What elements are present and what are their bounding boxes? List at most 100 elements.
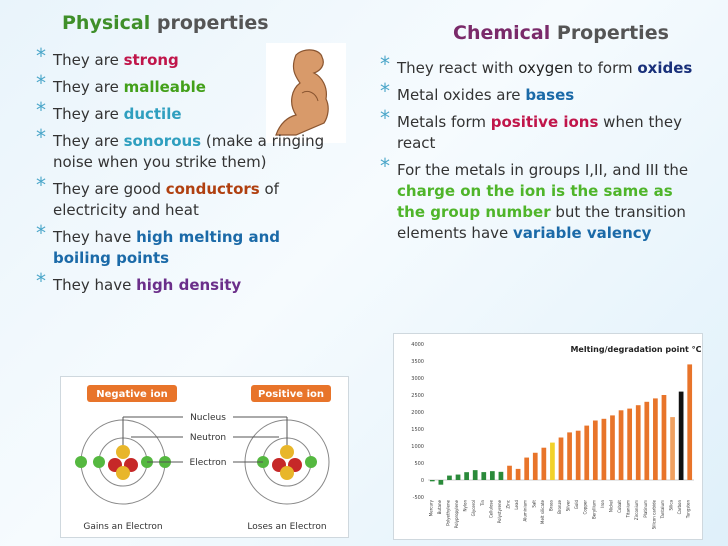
chart-bar bbox=[481, 472, 487, 480]
chart-bar bbox=[627, 408, 633, 480]
x-tick-label: Salt bbox=[531, 500, 536, 508]
keyword-bases: bases bbox=[525, 86, 575, 104]
title-word-chem-properties: Properties bbox=[556, 22, 669, 44]
x-tick-label: Glycerol bbox=[471, 500, 476, 516]
chart-bar bbox=[644, 401, 650, 480]
list-item: * They react with oxygen to form oxides bbox=[380, 54, 700, 79]
chart-bar bbox=[687, 364, 693, 480]
x-tick-label: Tungsten bbox=[686, 500, 691, 520]
physical-properties-list: * They are strong * They are malleable * Th… bbox=[36, 46, 326, 302]
bullet-star-icon: * bbox=[36, 269, 46, 293]
x-tick-label: Tin bbox=[480, 500, 485, 507]
bullet-text: to form bbox=[573, 59, 638, 77]
ion-diagram: Negative ion Positive ion Nucleus Neutro… bbox=[60, 376, 349, 538]
x-tick-label: Carbon bbox=[677, 500, 682, 515]
x-tick-label: Platinum bbox=[643, 500, 648, 518]
x-tick-label: Titanium bbox=[626, 500, 631, 519]
y-tick-label: 2000 bbox=[411, 410, 424, 416]
keyword-sonorous: sonorous bbox=[123, 132, 202, 150]
chart-bar bbox=[567, 432, 572, 480]
x-tick-label: Tantalum bbox=[660, 500, 665, 519]
positive-ion-label: Positive ion bbox=[258, 389, 324, 400]
keyword-positive-ions: positive ions bbox=[490, 113, 599, 131]
bullet-text: They are good bbox=[53, 180, 166, 198]
bullet-star-icon: * bbox=[380, 106, 390, 130]
keyword-conductors: conductors bbox=[165, 180, 260, 198]
gains-electron-label: Gains an Electron bbox=[83, 522, 162, 532]
chart-bar bbox=[584, 425, 590, 480]
keyword-high-density: high density bbox=[136, 276, 242, 294]
bullet-star-icon: * bbox=[380, 79, 390, 103]
melting-point-chart: Melting/degradation point °C -500 0 500 100… bbox=[393, 333, 703, 540]
bullet-star-icon: * bbox=[36, 173, 46, 197]
chart-bar bbox=[618, 410, 624, 480]
list-item: * They are strong bbox=[36, 46, 326, 71]
list-item: * Metals form positive ions when they rea… bbox=[380, 108, 700, 154]
chart-bar bbox=[541, 447, 547, 480]
list-item: * They are malleable bbox=[36, 73, 326, 98]
keyword-charge-group: charge on the ion is the same as the gro… bbox=[397, 182, 673, 221]
bullet-star-icon: * bbox=[36, 125, 46, 149]
x-tick-label: Cellulose bbox=[488, 499, 493, 518]
x-tick-label: Bronze bbox=[557, 499, 562, 513]
chart-bar bbox=[532, 452, 538, 480]
chart-title: Melting/degradation point °C bbox=[570, 345, 701, 354]
bullet-text: They have bbox=[53, 228, 137, 246]
flexed-arm-image bbox=[266, 43, 346, 143]
neutron-label: Neutron bbox=[190, 433, 226, 443]
chart-bar bbox=[429, 480, 435, 482]
bullet-star-icon: * bbox=[380, 52, 390, 76]
chart-bar bbox=[524, 457, 530, 480]
bullet-text: For the metals in groups I,II, and III t… bbox=[397, 161, 689, 179]
chart-bar bbox=[558, 437, 564, 480]
x-tick-label: Silver bbox=[566, 500, 571, 512]
bullet-text: but the transition elements have bbox=[397, 203, 686, 242]
keyword-melting-points: high melting and boiling points bbox=[53, 228, 281, 267]
chart-bar bbox=[670, 417, 675, 480]
loses-electron-label: Loses an Electron bbox=[247, 522, 326, 532]
chart-bar bbox=[661, 395, 667, 480]
chemical-properties-title: Chemical Properties bbox=[453, 22, 669, 44]
title-word-chemical: Chemical bbox=[453, 22, 551, 44]
list-item: * They are sonorous (make a ringing noise… bbox=[36, 127, 326, 173]
y-tick-label: 1000 bbox=[411, 444, 424, 450]
bullet-text: when they react bbox=[397, 113, 682, 152]
bullet-text: They are bbox=[53, 105, 124, 123]
chemical-properties-list: * They react with oxygen to form oxides *… bbox=[380, 54, 700, 250]
list-item: * For the metals in groups I,II, and III … bbox=[380, 156, 700, 244]
x-tick-label: Nylon bbox=[463, 500, 468, 512]
x-tick-label: Iron bbox=[600, 500, 605, 508]
chart-bar bbox=[550, 442, 555, 480]
chart-bar bbox=[592, 420, 598, 480]
list-item: * They are ductile bbox=[36, 100, 326, 125]
y-tick-label: -500 bbox=[413, 495, 424, 501]
x-tick-label: Butane bbox=[437, 499, 442, 514]
chart-bar bbox=[498, 471, 504, 480]
x-tick-label: Mercury bbox=[428, 499, 433, 516]
physical-properties-title: Physical properties bbox=[62, 12, 269, 34]
negative-ion-label: Negative ion bbox=[96, 389, 167, 400]
x-tick-label: Melt silicate bbox=[540, 499, 545, 524]
x-tick-label: Nickel bbox=[608, 500, 613, 512]
x-tick-label: Polyethylene bbox=[445, 499, 450, 525]
chart-bar bbox=[635, 405, 641, 480]
x-tick-label: Brass bbox=[548, 500, 553, 511]
keyword-oxides: oxides bbox=[637, 59, 693, 77]
list-item: * Metal oxides are bases bbox=[380, 81, 700, 106]
bullet-text: They are bbox=[53, 132, 124, 150]
x-tick-label: Silica bbox=[669, 499, 674, 510]
x-tick-label: Zirconium bbox=[634, 500, 639, 520]
title-word-physical: Physical bbox=[62, 12, 151, 34]
y-tick-label: 3500 bbox=[411, 359, 424, 365]
chart-bar bbox=[653, 398, 658, 480]
keyword-malleable: malleable bbox=[123, 78, 206, 96]
bullet-text: They have bbox=[53, 276, 137, 294]
chart-bar bbox=[610, 415, 615, 480]
nucleus-label: Nucleus bbox=[190, 413, 226, 423]
y-tick-label: 4000 bbox=[411, 342, 424, 348]
x-tick-label: Zinc bbox=[506, 500, 511, 509]
x-tick-label: Copper bbox=[583, 500, 588, 515]
bullet-star-icon: * bbox=[36, 71, 46, 95]
x-tick-label: Gold bbox=[574, 500, 579, 510]
bullet-star-icon: * bbox=[380, 154, 390, 178]
